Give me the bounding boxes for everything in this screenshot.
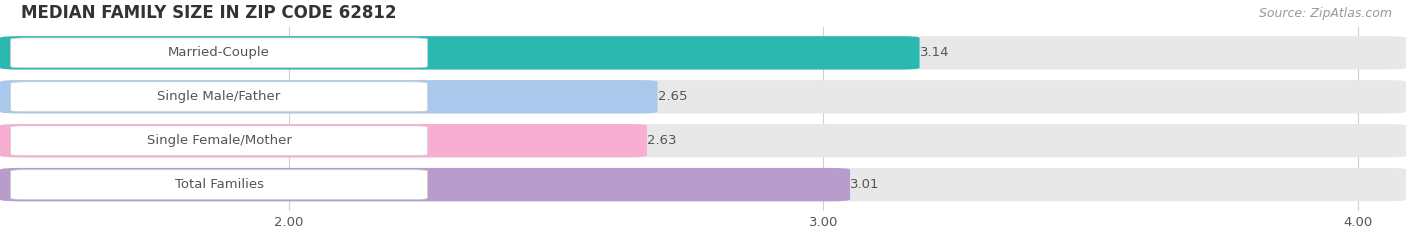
Text: Source: ZipAtlas.com: Source: ZipAtlas.com <box>1258 7 1392 20</box>
Text: 3.14: 3.14 <box>920 46 949 59</box>
FancyBboxPatch shape <box>0 80 1406 113</box>
FancyBboxPatch shape <box>11 82 427 112</box>
FancyBboxPatch shape <box>0 124 1406 157</box>
FancyBboxPatch shape <box>0 168 851 201</box>
FancyBboxPatch shape <box>11 126 427 156</box>
FancyBboxPatch shape <box>11 38 427 68</box>
FancyBboxPatch shape <box>0 124 647 157</box>
Text: MEDIAN FAMILY SIZE IN ZIP CODE 62812: MEDIAN FAMILY SIZE IN ZIP CODE 62812 <box>21 4 396 22</box>
Text: Total Families: Total Families <box>174 178 263 191</box>
Text: Single Female/Mother: Single Female/Mother <box>146 134 291 147</box>
Text: Married-Couple: Married-Couple <box>169 46 270 59</box>
FancyBboxPatch shape <box>0 36 1406 69</box>
FancyBboxPatch shape <box>0 168 1406 201</box>
FancyBboxPatch shape <box>0 36 920 69</box>
Text: 3.01: 3.01 <box>851 178 880 191</box>
Text: 2.65: 2.65 <box>658 90 688 103</box>
Text: 2.63: 2.63 <box>647 134 676 147</box>
FancyBboxPatch shape <box>11 170 427 199</box>
Text: Single Male/Father: Single Male/Father <box>157 90 281 103</box>
FancyBboxPatch shape <box>0 80 658 113</box>
